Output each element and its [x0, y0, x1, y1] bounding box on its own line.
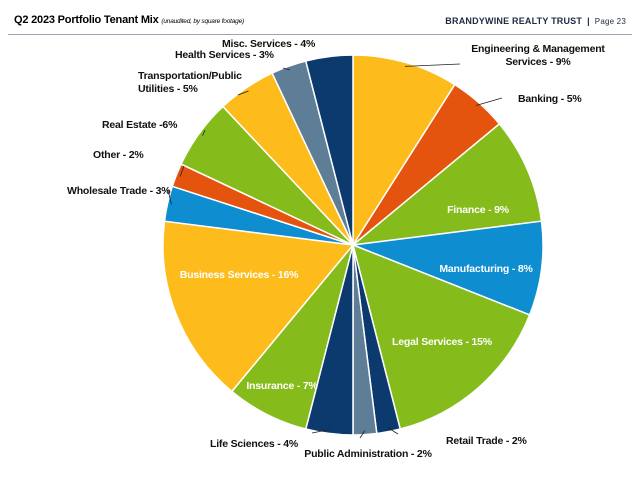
slice-label: Manufacturing - 8%	[439, 263, 533, 275]
pie-slice	[304, 54, 354, 246]
title-subtitle: (unaudited, by square footage)	[161, 18, 244, 25]
slice-label: Legal Services - 15%	[392, 336, 493, 348]
slice-label: Real Estate -6%	[102, 119, 178, 131]
slice-label: Misc. Services - 4%	[222, 38, 316, 50]
slice-label: Insurance - 7%	[246, 380, 318, 392]
leader-line	[326, 60, 330, 62]
leader-line	[167, 189, 172, 205]
slice-label: Finance - 9%	[447, 204, 510, 216]
slice-label: Public Administration - 2%	[304, 448, 432, 460]
slice-label: Life Sciences - 4%	[210, 438, 299, 450]
leader-line	[387, 427, 399, 435]
slice-label: Health Services - 3%	[175, 49, 275, 61]
brand-separator: |	[587, 16, 590, 26]
leader-line	[202, 129, 206, 136]
page-header: Q2 2023 Portfolio Tenant Mix (unaudited,…	[0, 0, 640, 40]
brand-name: BRANDYWINE REALTY TRUST	[445, 16, 583, 26]
leader-line	[404, 63, 461, 67]
header-rule	[8, 34, 632, 35]
leader-lines	[167, 60, 503, 439]
slice-label: Wholesale Trade - 3%	[67, 185, 171, 197]
page-number: Page 23	[594, 17, 626, 26]
brand-block: BRANDYWINE REALTY TRUST | Page 23	[445, 16, 626, 26]
pie-slice	[350, 122, 543, 247]
pie-slice	[352, 54, 456, 248]
pie-slice	[162, 220, 355, 393]
slice-label: Transportation/Public Utilities - 5%	[138, 70, 242, 95]
leader-line	[475, 97, 503, 106]
leader-line	[237, 90, 249, 96]
slice-label: Retail Trade - 2%	[446, 435, 527, 447]
slice-label: Other - 2%	[93, 149, 144, 161]
title-text: Q2 2023 Portfolio Tenant Mix	[14, 14, 159, 26]
page-title: Q2 2023 Portfolio Tenant Mix (unaudited,…	[14, 14, 244, 26]
slice-label: Engineering & Management Services - 9%	[471, 43, 605, 68]
pie-slice	[352, 220, 544, 316]
leader-line	[311, 429, 330, 434]
leader-line	[282, 67, 291, 71]
slice-label: Business Services - 16%	[180, 269, 299, 281]
slice-label: Banking - 5%	[518, 93, 582, 105]
pie-slice	[351, 243, 531, 430]
leader-line	[359, 430, 366, 439]
leader-line	[179, 165, 185, 177]
pie-slices	[162, 54, 544, 436]
slice-labels: Engineering & Management Services - 9% Ban…	[67, 38, 606, 460]
